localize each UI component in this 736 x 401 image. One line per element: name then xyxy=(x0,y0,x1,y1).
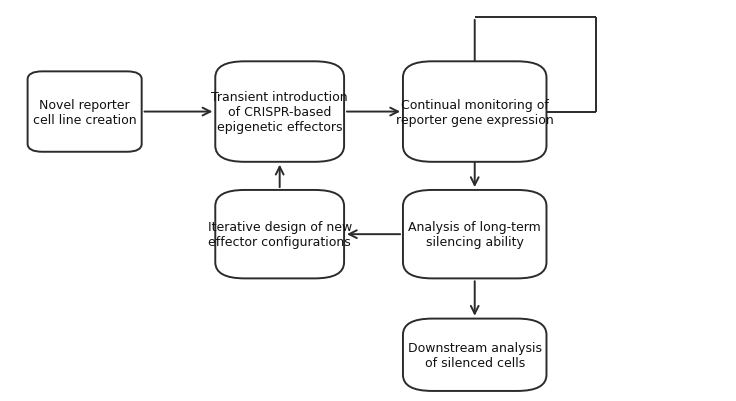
Text: Novel reporter
cell line creation: Novel reporter cell line creation xyxy=(33,98,136,126)
Text: Analysis of long-term
silencing ability: Analysis of long-term silencing ability xyxy=(408,221,541,249)
FancyBboxPatch shape xyxy=(215,190,344,279)
Text: Continual monitoring of
reporter gene expression: Continual monitoring of reporter gene ex… xyxy=(396,98,553,126)
Text: Transient introduction
of CRISPR-based
epigenetic effectors: Transient introduction of CRISPR-based e… xyxy=(211,91,348,134)
FancyBboxPatch shape xyxy=(215,62,344,162)
Text: Iterative design of new
effector configurations: Iterative design of new effector configu… xyxy=(208,221,352,249)
FancyBboxPatch shape xyxy=(403,190,546,279)
Text: Downstream analysis
of silenced cells: Downstream analysis of silenced cells xyxy=(408,341,542,369)
FancyBboxPatch shape xyxy=(403,319,546,391)
FancyBboxPatch shape xyxy=(28,72,141,152)
FancyBboxPatch shape xyxy=(403,62,546,162)
